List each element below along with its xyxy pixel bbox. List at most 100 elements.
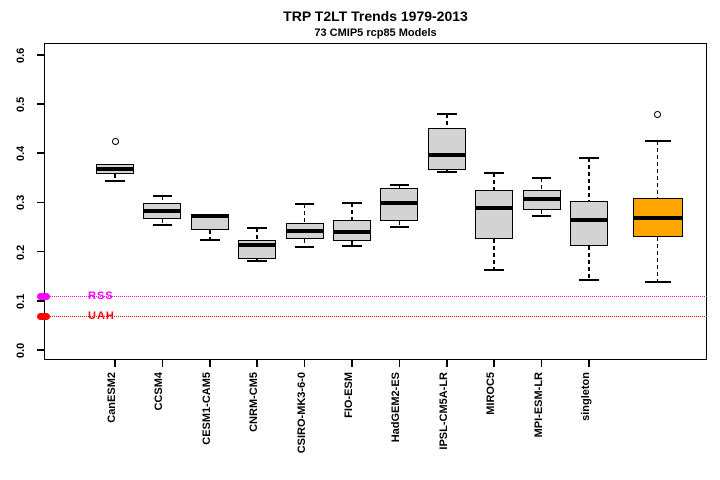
x-axis-label-CanESM2: CanESM2 xyxy=(106,372,118,423)
whisker-lower-MIROC5 xyxy=(493,239,495,271)
whisker-cap-lower-MPI-ESM-LR xyxy=(531,215,552,218)
whisker-cap-upper-singleton xyxy=(579,156,599,159)
median-CESM1-CAM5 xyxy=(190,214,229,219)
y-axis-tick xyxy=(37,349,44,351)
whisker-upper-MIROC5 xyxy=(493,173,495,191)
whisker-cap-upper-MPI-ESM-LR xyxy=(531,177,552,180)
whisker-cap-lower-HadGEM2-ES xyxy=(389,226,410,229)
reference-line-uah xyxy=(44,316,707,318)
reference-label-rss: RSS xyxy=(88,289,114,302)
whisker-cap-lower-MIROC5 xyxy=(484,269,505,272)
whisker-upper-MPI-ESM-LR xyxy=(540,178,543,191)
whisker-cap-upper-highlight xyxy=(644,140,671,143)
x-axis-tick xyxy=(540,360,543,367)
y-axis-tick xyxy=(37,201,44,204)
reference-marker-rss xyxy=(37,292,50,300)
y-axis-tick-label: 0.1 xyxy=(15,293,27,309)
whisker-cap-upper-FIO-ESM xyxy=(342,202,362,205)
x-axis-tick xyxy=(351,360,353,367)
y-axis-tick xyxy=(37,103,44,105)
outlier-CanESM2 xyxy=(111,137,119,145)
x-axis-tick xyxy=(493,360,495,367)
whisker-lower-CSIRO-MK3-6-0 xyxy=(303,239,306,248)
x-axis-label-IPSL-CM5A-LR: IPSL-CM5A-LR xyxy=(437,372,450,450)
whisker-upper-highlight xyxy=(656,141,659,199)
whisker-upper-singleton xyxy=(588,157,590,202)
whisker-lower-MPI-ESM-LR xyxy=(540,210,543,217)
x-axis-tick xyxy=(446,360,448,367)
x-axis-label-CESM1-CAM5: CESM1-CAM5 xyxy=(200,372,213,445)
whisker-upper-CSIRO-MK3-6-0 xyxy=(303,204,306,224)
whisker-cap-lower-CanESM2 xyxy=(105,180,125,183)
y-axis-tick xyxy=(37,250,44,253)
box-MIROC5 xyxy=(475,190,514,240)
whisker-cap-lower-CCSM4 xyxy=(152,224,173,227)
reference-label-uah: UAH xyxy=(88,310,115,323)
y-axis-tick-label: 0.6 xyxy=(15,47,27,63)
whisker-cap-lower-CNRM-CM5 xyxy=(247,260,268,263)
median-MPI-ESM-LR xyxy=(522,197,561,202)
median-singleton xyxy=(570,218,608,223)
whisker-cap-upper-CNRM-CM5 xyxy=(247,227,268,230)
x-axis-tick xyxy=(161,360,164,367)
whisker-cap-upper-MIROC5 xyxy=(484,172,505,175)
whisker-cap-upper-CSIRO-MK3-6-0 xyxy=(294,203,315,206)
x-axis-tick xyxy=(256,360,258,367)
reference-marker-uah xyxy=(37,313,50,321)
median-CSIRO-MK3-6-0 xyxy=(285,229,324,234)
x-axis-tick xyxy=(398,360,401,367)
outlier-highlight xyxy=(654,110,662,118)
chart-subtitle: 73 CMIP5 rcp85 Models xyxy=(314,27,437,39)
median-FIO-ESM xyxy=(333,230,371,235)
reference-line-rss xyxy=(44,295,707,297)
median-highlight xyxy=(632,216,683,221)
whisker-upper-CCSM4 xyxy=(161,196,164,204)
chart-title: TRP T2LT Trends 1979-2013 xyxy=(283,8,468,24)
whisker-cap-upper-CCSM4 xyxy=(152,195,173,198)
y-axis-tick-label: 0.2 xyxy=(15,243,27,260)
y-axis-tick-label: 0.5 xyxy=(15,96,27,112)
x-axis-label-CNRM-CM5: CNRM-CM5 xyxy=(248,372,261,432)
plot-border xyxy=(44,43,707,360)
whisker-cap-lower-FIO-ESM xyxy=(342,245,362,248)
whisker-cap-lower-CSIRO-MK3-6-0 xyxy=(294,246,315,249)
x-axis-label-MPI-ESM-LR: MPI-ESM-LR xyxy=(532,372,545,438)
x-axis-tick xyxy=(209,360,211,367)
x-axis-label-singleton: singleton xyxy=(580,372,592,421)
whisker-lower-singleton xyxy=(588,246,590,281)
whisker-cap-lower-highlight xyxy=(644,281,671,284)
x-axis-label-FIO-ESM: FIO-ESM xyxy=(343,372,355,418)
whisker-cap-upper-HadGEM2-ES xyxy=(389,183,410,186)
median-MIROC5 xyxy=(475,205,514,210)
whisker-lower-FIO-ESM xyxy=(351,241,353,247)
x-axis-tick xyxy=(303,360,306,367)
y-axis-tick xyxy=(37,54,44,56)
plot-area: RSS UAH xyxy=(37,43,707,360)
whisker-lower-CNRM-CM5 xyxy=(256,258,258,262)
whisker-cap-lower-singleton xyxy=(579,279,599,282)
whisker-lower-highlight xyxy=(656,237,659,283)
whisker-upper-HadGEM2-ES xyxy=(398,184,401,189)
median-CNRM-CM5 xyxy=(238,243,277,248)
whisker-upper-IPSL-CM5A-LR xyxy=(446,113,448,129)
x-axis-tick xyxy=(114,360,116,367)
whisker-lower-CESM1-CAM5 xyxy=(209,230,211,241)
y-axis-tick-label: 0.4 xyxy=(15,145,27,161)
whisker-cap-upper-IPSL-CM5A-LR xyxy=(436,112,457,115)
box-singleton xyxy=(570,201,608,247)
x-axis-label-CCSM4: CCSM4 xyxy=(153,372,166,411)
y-axis-tick xyxy=(37,152,44,154)
median-CCSM4 xyxy=(143,209,182,214)
whisker-lower-HadGEM2-ES xyxy=(398,221,401,228)
box-IPSL-CM5A-LR xyxy=(427,128,466,170)
y-axis-tick xyxy=(37,300,44,302)
x-axis-tick xyxy=(588,360,590,367)
whisker-cap-lower-IPSL-CM5A-LR xyxy=(436,170,457,173)
whisker-upper-CNRM-CM5 xyxy=(256,228,258,241)
x-axis-label-MIROC5: MIROC5 xyxy=(485,372,498,415)
x-axis-label-CSIRO-MK3-6-0: CSIRO-MK3-6-0 xyxy=(295,372,308,454)
y-axis-tick-label: 0.3 xyxy=(15,194,27,211)
median-HadGEM2-ES xyxy=(380,201,419,206)
